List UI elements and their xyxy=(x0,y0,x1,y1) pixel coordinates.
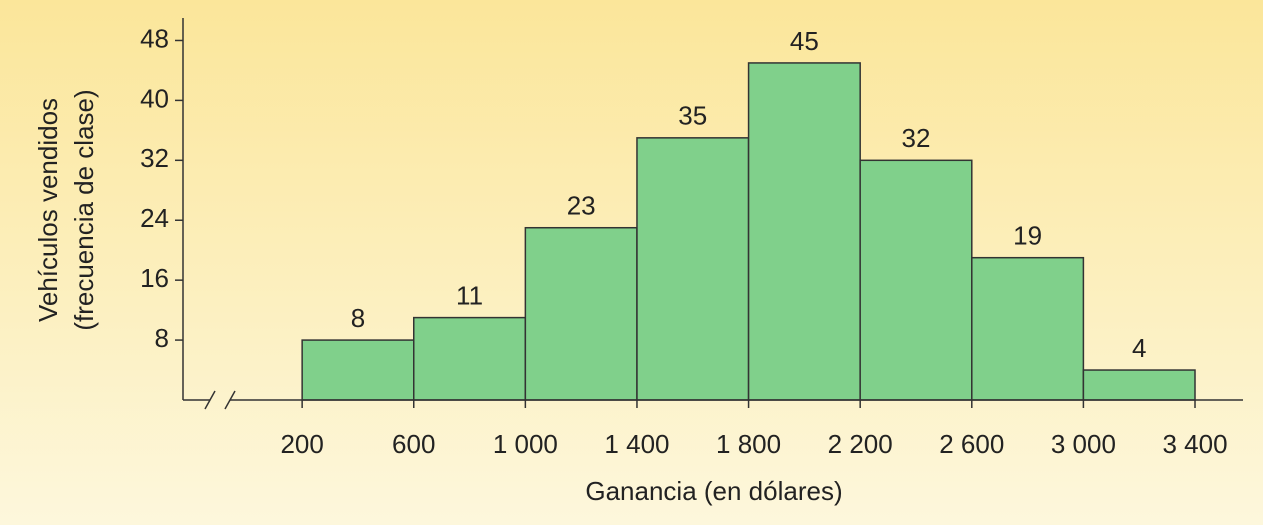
y-tick-label: 8 xyxy=(155,323,169,353)
y-tick-label: 32 xyxy=(140,143,169,173)
x-tick-label: 2 600 xyxy=(939,429,1004,459)
y-axis-label: Vehículos vendidos xyxy=(33,98,63,322)
y-tick-label: 40 xyxy=(140,83,169,113)
x-tick-label: 1 000 xyxy=(493,429,558,459)
x-tick-label: 1 400 xyxy=(604,429,669,459)
x-tick-label: 2 200 xyxy=(828,429,893,459)
bar xyxy=(971,256,1085,401)
x-tick-label: 3 400 xyxy=(1162,429,1227,459)
value-label: 32 xyxy=(902,123,931,153)
value-label: 23 xyxy=(567,191,596,221)
y-tick-label: 48 xyxy=(140,23,169,53)
bar xyxy=(301,339,415,401)
value-label: 8 xyxy=(351,303,365,333)
y-tick-label: 16 xyxy=(140,263,169,293)
y-axis-label: (frecuencia de clase) xyxy=(69,89,99,330)
value-label: 19 xyxy=(1013,221,1042,251)
bar xyxy=(524,226,638,401)
bar xyxy=(747,62,861,401)
axis-break xyxy=(204,390,216,410)
bar xyxy=(1082,369,1196,401)
bar xyxy=(413,316,527,401)
x-axis-label: Ganancia (en dólares) xyxy=(585,476,842,506)
x-tick-label: 600 xyxy=(392,429,435,459)
x-tick-label: 1 800 xyxy=(716,429,781,459)
value-label: 35 xyxy=(678,101,707,131)
value-label: 4 xyxy=(1132,333,1146,363)
value-label: 45 xyxy=(790,26,819,56)
x-tick-label: 3 000 xyxy=(1051,429,1116,459)
axis-break xyxy=(224,390,236,410)
x-tick-label: 200 xyxy=(280,429,323,459)
bar xyxy=(859,159,973,401)
bar xyxy=(636,137,750,401)
y-tick-label: 24 xyxy=(140,203,169,233)
value-label: 11 xyxy=(456,280,483,310)
